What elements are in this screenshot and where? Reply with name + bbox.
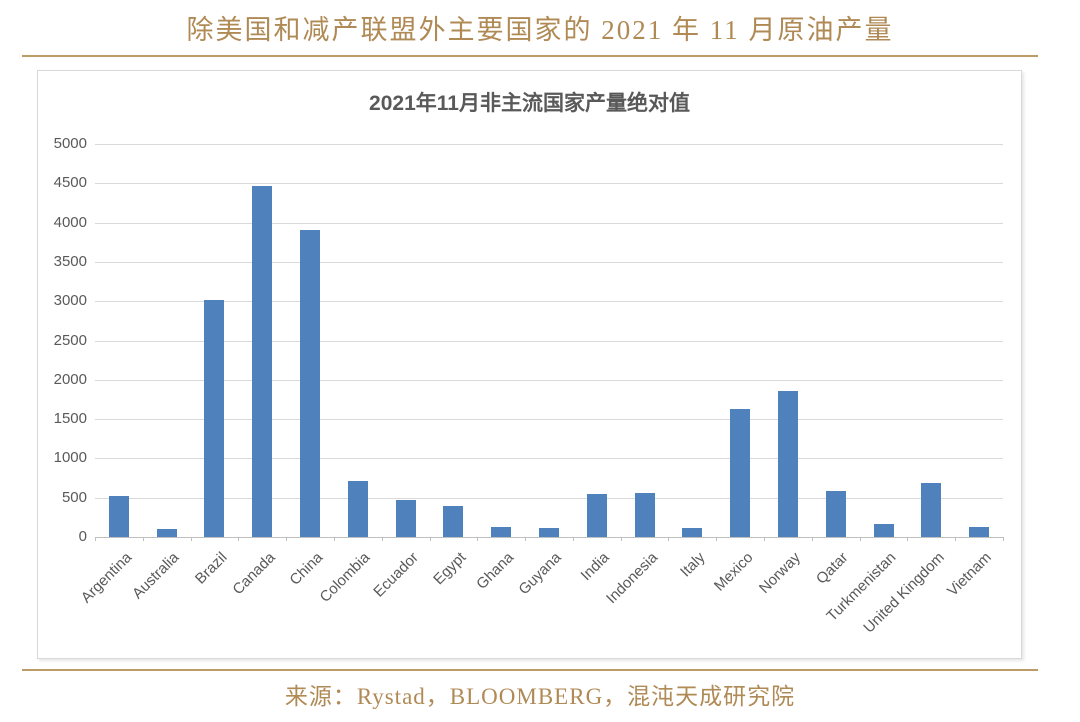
y-axis-label: 5000 [53, 135, 87, 152]
y-axis-label: 3500 [53, 252, 87, 270]
axis-tick [860, 537, 861, 541]
x-axis-label: Colombia [317, 549, 374, 606]
gridline [95, 419, 1003, 421]
x-axis-label: Canada [229, 549, 279, 599]
axis-tick [191, 537, 192, 541]
x-axis-label: Indonesia [602, 549, 661, 608]
bar-vietnam [969, 526, 990, 537]
bar-norway [777, 390, 798, 537]
bar-australia [156, 529, 177, 537]
bar-qatar [825, 490, 846, 537]
bar-canada [252, 186, 273, 537]
x-axis-label: Ghana [473, 549, 518, 593]
axis-tick [668, 537, 669, 541]
axis-tick [95, 537, 96, 541]
bar-turkmenistan [873, 524, 894, 537]
x-axis-label: Vietnam [944, 549, 996, 600]
gridline [95, 537, 1003, 538]
axis-tick [1003, 537, 1004, 541]
gridline [95, 222, 1003, 224]
gridline [95, 144, 1003, 145]
axis-tick [764, 537, 765, 541]
axis-tick [525, 537, 526, 541]
axis-tick [286, 537, 287, 541]
source-caption: 来源：Rystad，BLOOMBERG，混沌天成研究院 [284, 684, 796, 709]
bar-egypt [443, 505, 464, 537]
gridline [95, 497, 1003, 499]
y-axis-label: 4500 [53, 174, 87, 192]
bar-italy [682, 528, 703, 537]
x-axis-label: China [286, 549, 327, 589]
axis-tick [907, 537, 908, 541]
x-axis-label: Ecuador [370, 549, 422, 601]
axis-tick [621, 537, 622, 541]
bar-mexico [730, 408, 751, 537]
axis-tick [573, 537, 574, 541]
gridline [95, 379, 1003, 381]
axis-tick [812, 537, 813, 541]
bar-china [300, 229, 321, 537]
axis-tick [238, 537, 239, 541]
x-axis-label: Egypt [430, 549, 470, 589]
y-axis-label: 1000 [53, 449, 87, 467]
x-axis-label: Guyana [515, 549, 566, 599]
bar-indonesia [634, 492, 655, 537]
axis-tick [955, 537, 956, 541]
gridline [95, 183, 1003, 185]
y-axis-label: 0 [78, 528, 87, 545]
chart-card: 2021年11月非主流国家产量绝对值 0 500 1000 1500 2000 2500 3… [37, 70, 1022, 659]
gridline [95, 458, 1003, 460]
x-axis-label: Qatar [813, 549, 852, 588]
x-axis-label: India [577, 549, 613, 585]
top-divider-line [22, 55, 1038, 57]
x-axis-label: Brazil [191, 549, 231, 588]
axis-tick [716, 537, 717, 541]
axis-tick [430, 537, 431, 541]
bottom-divider-line [22, 669, 1038, 671]
y-axis-label: 4000 [53, 213, 87, 231]
x-axis-label: Norway [755, 549, 804, 597]
axis-tick [477, 537, 478, 541]
axis-tick [334, 537, 335, 541]
y-axis-label: 2000 [53, 370, 87, 388]
axis-tick [143, 537, 144, 541]
x-axis-label: Argentina [77, 549, 135, 607]
bar-ecuador [395, 500, 416, 537]
y-axis-label: 2500 [53, 331, 87, 349]
bar-brazil [204, 299, 225, 537]
gridline [95, 340, 1003, 342]
bar-ghana [491, 526, 512, 537]
x-axis-label: Italy [676, 549, 709, 581]
gridline [95, 301, 1003, 303]
page-title: 除美国和减产联盟外主要国家的 2021 年 11 月原油产量 [186, 15, 894, 45]
bar-argentina [108, 496, 129, 537]
bar-india [586, 493, 607, 537]
plot-area: 0 500 1000 1500 2000 2500 3000 3500 4000 4500 5000… [54, 135, 1004, 636]
y-axis-label: 500 [61, 488, 87, 506]
bar-guyana [539, 527, 559, 537]
bar-colombia [347, 481, 368, 537]
gridline [95, 261, 1003, 263]
bar-united-kingdom [921, 482, 942, 537]
x-axis-label: Mexico [710, 549, 757, 595]
chart-title: 2021年11月非主流国家产量绝对值 [369, 92, 690, 115]
y-axis-label: 1500 [53, 410, 87, 428]
axis-tick [382, 537, 383, 541]
x-axis-label: Australia [129, 549, 183, 603]
y-axis-label: 3000 [53, 292, 87, 310]
